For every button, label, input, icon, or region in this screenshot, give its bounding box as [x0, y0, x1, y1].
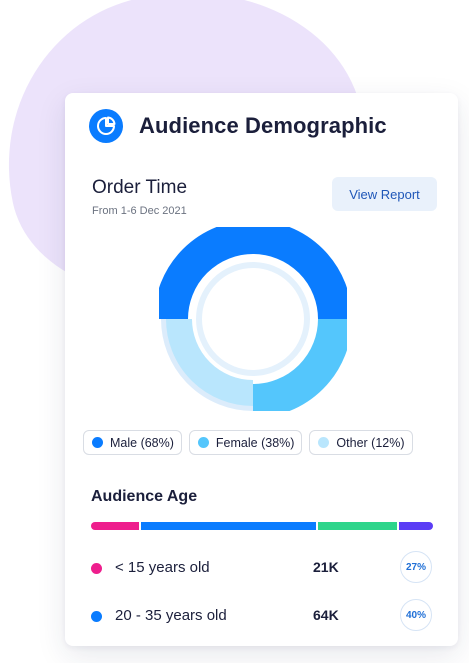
legend-label: Female (38%) [215, 435, 295, 450]
audience-age-row: < 15 years old 21K 27% [91, 551, 436, 585]
gender-donut-chart [159, 227, 347, 411]
age-bar-segment [91, 522, 139, 530]
order-time-date-range: From 1-6 Dec 2021 [92, 205, 187, 217]
age-bullet [91, 611, 102, 622]
age-group-label: 20 - 35 years old [115, 607, 227, 624]
card-header: Audience Demographic [89, 109, 387, 143]
legend-label: Other (12%) [336, 435, 405, 450]
order-time-title: Order Time [92, 177, 188, 198]
view-report-button[interactable]: View Report [332, 177, 437, 211]
legend-label: Male (68%) [110, 435, 174, 450]
age-group-percent-badge: 40% [400, 599, 432, 631]
age-bullet [91, 563, 102, 574]
donut-slice-male [159, 227, 347, 320]
age-bar-segment [141, 522, 316, 530]
donut-slice-female [252, 318, 347, 411]
legend-item-male: Male (68%) [83, 430, 182, 455]
legend-dot [318, 437, 330, 448]
audience-age-title: Audience Age [91, 488, 198, 505]
age-group-percent-badge: 27% [400, 551, 432, 583]
legend-item-other: Other (12%) [309, 430, 413, 455]
age-bar-segment [317, 522, 397, 530]
audience-age-row: 20 - 35 years old 64K 40% [91, 599, 436, 633]
chart-legend: Male (68%) Female (38%) Other (12%) [83, 430, 413, 455]
age-group-label: < 15 years old [115, 559, 210, 576]
age-bar-segment [398, 522, 433, 530]
donut-inner-ring [196, 262, 310, 376]
card-title: Audience Demographic [139, 113, 387, 138]
pie-chart-icon [89, 109, 123, 143]
legend-dot [92, 437, 103, 448]
legend-item-female: Female (38%) [188, 430, 303, 455]
age-group-count: 64K [313, 607, 339, 623]
audience-demographic-card: Audience Demographic Order Time From 1-6… [65, 93, 458, 646]
legend-dot [197, 437, 209, 448]
donut-slice-other [166, 318, 254, 406]
age-group-count: 21K [313, 559, 339, 575]
audience-age-bar [91, 522, 433, 530]
